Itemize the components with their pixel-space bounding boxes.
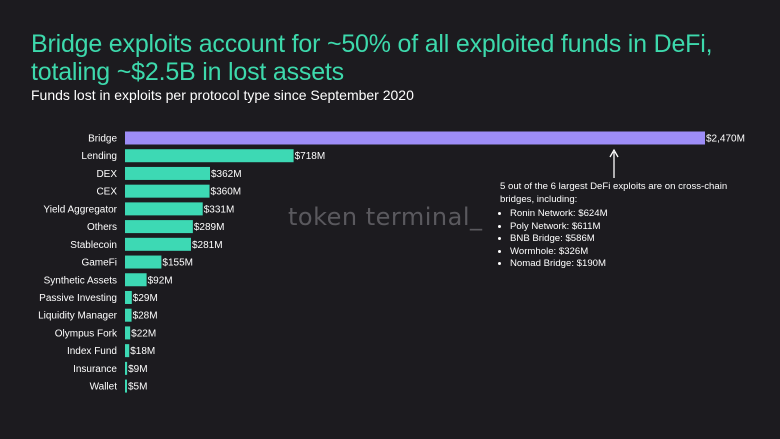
category-label: Stablecoin [70,240,117,251]
bar [125,379,127,393]
bar [125,255,162,269]
annotation-item: Poly Network: $611M [510,221,740,234]
category-label: Wallet [90,382,118,393]
data-label: $155M [162,258,193,269]
annotation-text: 5 out of the 6 largest DeFi exploits are… [500,181,728,205]
category-label: Insurance [73,364,117,375]
category-label: CEX [96,187,117,198]
data-label: $281M [192,240,223,251]
data-label: $5M [128,382,147,393]
chart-subtitle: Funds lost in exploits per protocol type… [31,87,414,103]
bar [125,166,211,180]
data-label: $331M [204,204,235,215]
data-label: $18M [130,346,155,357]
annotation-item: Nomad Bridge: $190M [510,258,740,271]
bar [125,202,203,216]
bar [125,326,131,340]
category-label: Synthetic Assets [44,275,117,286]
bar [125,361,128,375]
annotation-list: Ronin Network: $624M Poly Network: $611M… [500,208,740,271]
category-label: Liquidity Manager [38,311,118,322]
data-label: $2,470M [706,134,745,145]
data-label: $92M [148,275,173,286]
category-label: Lending [81,151,117,162]
data-label: $718M [295,151,326,162]
data-label: $360M [211,187,242,198]
annotation-item: Wormhole: $326M [510,246,740,259]
data-label: $289M [194,222,225,233]
annotation-item: BNB Bridge: $586M [510,233,740,246]
data-label: $362M [211,169,242,180]
annotation: 5 out of the 6 largest DeFi exploits are… [500,181,740,271]
bar [125,344,130,358]
category-label: Passive Investing [39,293,117,304]
bar [125,273,147,287]
data-label: $29M [133,293,158,304]
bar [125,149,294,163]
category-label: Index Fund [67,346,117,357]
bar [125,290,132,304]
category-label: Olympus Fork [55,328,118,339]
data-label: $22M [131,328,156,339]
data-label: $9M [128,364,147,375]
category-label: Others [87,222,117,233]
category-label: Bridge [88,134,117,145]
bar [125,237,191,251]
bar [125,184,210,198]
bar [125,308,132,322]
category-label: DEX [96,169,117,180]
category-label: Yield Aggregator [43,204,117,215]
bar [125,220,193,234]
arrow-head-icon [609,148,619,158]
chart-title: Bridge exploits account for ~50% of all … [31,30,713,86]
category-label: GameFi [81,258,117,269]
data-label: $28M [133,311,158,322]
annotation-item: Ronin Network: $624M [510,208,740,221]
bar [125,131,705,145]
watermark-logo: token terminal_ [288,203,483,231]
